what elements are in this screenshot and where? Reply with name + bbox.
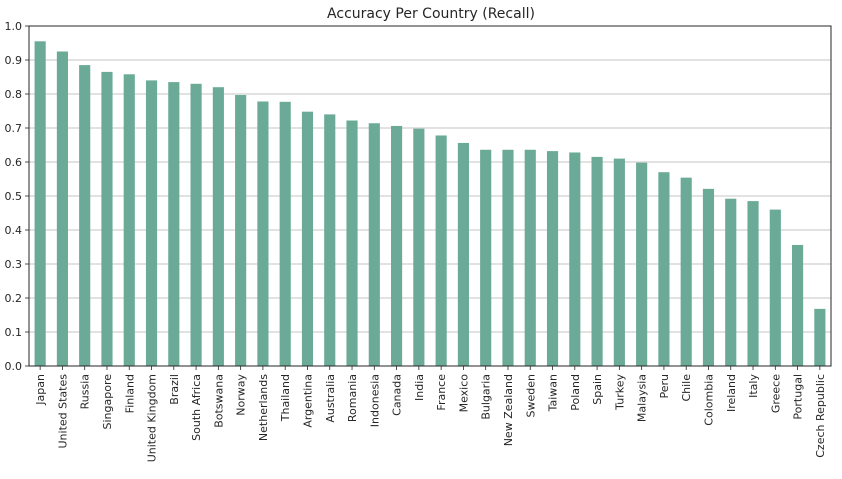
bar-taiwan <box>546 151 559 366</box>
x-tick-label: Thailand <box>279 374 292 422</box>
bar-france <box>435 135 447 366</box>
bar-norway <box>235 95 247 367</box>
bar-peru <box>658 172 670 366</box>
bar-netherlands <box>257 101 269 366</box>
x-tick-label: United States <box>56 374 69 449</box>
y-tick-label: 0.8 <box>5 88 23 101</box>
bar-japan <box>34 41 46 367</box>
chart-title: Accuracy Per Country (Recall) <box>327 6 535 22</box>
x-tick-label: New Zealand <box>502 374 515 446</box>
bar-thailand <box>279 101 291 366</box>
x-tick-label: Finland <box>123 374 136 413</box>
y-tick-label: 0.7 <box>5 122 23 135</box>
x-tick-label: Portugal <box>792 374 805 420</box>
x-tick-label: Ireland <box>725 374 738 412</box>
x-tick-label: Malaysia <box>636 374 649 422</box>
bar-portugal <box>792 244 804 366</box>
bar-colombia <box>702 188 715 366</box>
x-tick-label: Chile <box>680 374 693 402</box>
x-tick-label: Bulgaria <box>480 374 493 420</box>
x-tick-label: Australia <box>324 374 337 423</box>
bar-chile <box>680 177 692 366</box>
y-tick-label: 0.4 <box>5 224 23 237</box>
bar-canada <box>391 125 403 367</box>
x-tick-label: India <box>413 374 426 401</box>
bar-czech-republic <box>814 308 826 366</box>
bars <box>34 41 826 367</box>
x-tick-label: Russia <box>79 374 92 409</box>
x-tick-label: United Kingdom <box>146 374 159 462</box>
bar-mexico <box>457 142 469 366</box>
x-tick-label: Romania <box>346 374 359 422</box>
bar-argentina <box>301 111 314 367</box>
y-tick-label: 0.2 <box>5 292 23 305</box>
bar-sweden <box>524 149 536 366</box>
bar-brazil <box>168 82 180 366</box>
bar-botswana <box>212 87 224 366</box>
bar-italy <box>747 201 759 366</box>
bar-australia <box>324 114 336 367</box>
y-axis-ticks: 0.0 0.1 0.2 0.3 0.4 0.5 0.6 0.7 0.8 0.9 1.0 <box>5 20 29 373</box>
bar-russia <box>79 65 91 366</box>
y-tick-label: 0.0 <box>5 360 23 373</box>
x-tick-label: France <box>435 374 448 411</box>
x-tick-label: Turkey <box>613 374 626 411</box>
x-tick-label: Singapore <box>101 374 114 430</box>
bar-turkey <box>613 158 625 366</box>
x-tick-label: Colombia <box>702 374 715 426</box>
x-tick-label: Botswana <box>212 374 225 428</box>
x-tick-label: Czech Republic <box>814 374 827 458</box>
x-tick-label: Netherlands <box>257 374 270 441</box>
bar-united-states <box>56 51 68 366</box>
x-tick-label: South Africa <box>190 374 203 441</box>
x-tick-label: Japan <box>34 374 47 406</box>
x-tick-label: Spain <box>591 374 604 405</box>
bar-finland <box>123 74 135 366</box>
y-tick-label: 0.6 <box>5 156 23 169</box>
bar-new-zealand <box>502 149 514 366</box>
bar-india <box>413 128 425 366</box>
y-tick-label: 0.5 <box>5 190 23 203</box>
y-tick-label: 0.1 <box>5 326 23 339</box>
bar-united-kingdom <box>145 80 158 367</box>
bar-bulgaria <box>480 149 492 366</box>
bar-ireland <box>725 198 737 366</box>
bar-indonesia <box>368 123 380 367</box>
x-tick-label: Mexico <box>457 374 470 413</box>
x-tick-label: Sweden <box>524 374 537 417</box>
bar-south-africa <box>190 83 202 367</box>
x-tick-label: Indonesia <box>368 374 381 427</box>
x-axis-ticks: Japan United States Russia Singapore Finland… <box>34 366 827 462</box>
plot-frame <box>28 25 832 367</box>
bar-spain <box>591 156 603 366</box>
x-tick-label: Peru <box>658 374 671 399</box>
x-tick-label: Poland <box>569 374 582 411</box>
x-tick-label: Italy <box>747 374 760 398</box>
y-tick-label: 0.3 <box>5 258 23 271</box>
bar-greece <box>769 209 781 366</box>
bar-poland <box>569 152 581 366</box>
bar-singapore <box>101 71 113 367</box>
x-tick-label: Brazil <box>168 374 181 405</box>
x-tick-label: Taiwan <box>547 374 560 412</box>
x-tick-label: Norway <box>235 374 248 416</box>
y-tick-label: 0.9 <box>5 54 23 67</box>
bar-romania <box>346 120 358 367</box>
x-tick-label: Argentina <box>301 374 314 428</box>
x-tick-label: Canada <box>391 374 404 416</box>
y-tick-label: 1.0 <box>5 20 23 33</box>
x-tick-label: Greece <box>769 374 782 413</box>
bar-malaysia <box>636 162 648 366</box>
